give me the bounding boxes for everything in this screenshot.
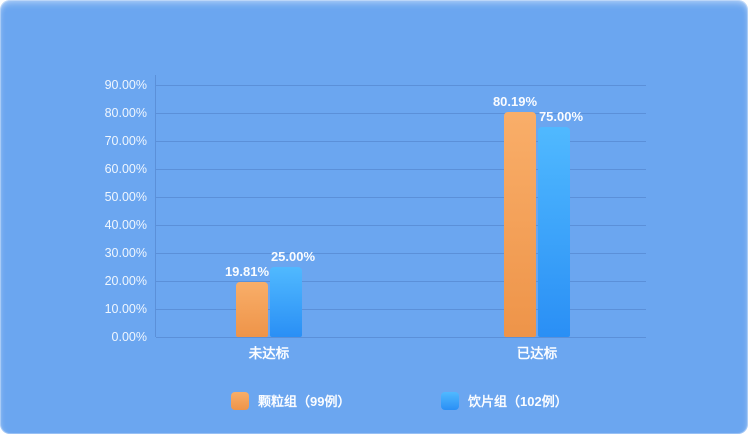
gridline	[156, 141, 646, 142]
gridline	[156, 337, 646, 338]
gridline	[156, 169, 646, 170]
gridline	[156, 85, 646, 86]
y-tick-label: 90.00%	[104, 78, 147, 92]
bar-value-label: 19.81%	[224, 263, 270, 279]
bar-decoction-0[interactable]	[270, 267, 302, 337]
y-tick-label: 70.00%	[104, 134, 147, 148]
legend-item-decoction-group[interactable]: 饮片组（102例）	[441, 391, 568, 410]
gridline	[156, 309, 646, 310]
gridline	[156, 113, 646, 114]
legend-label-decoction: 饮片组（102例）	[468, 394, 568, 409]
bar-value-label: 75.00%	[538, 109, 584, 124]
bar-decoction-1[interactable]	[538, 127, 570, 337]
y-tick-label: 30.00%	[104, 246, 147, 260]
gridline	[156, 253, 646, 254]
plot-area: 90.00% 80.00% 70.00% 60.00% 50.00% 40.00% 30.0…	[105, 75, 646, 361]
category-label: 未达标	[248, 346, 290, 361]
bar-value-label: 25.00%	[270, 249, 316, 264]
y-tick-label: 0.00%	[111, 330, 147, 344]
legend-label-granule: 颗粒组（99例）	[258, 394, 351, 409]
y-tick-label: 80.00%	[104, 106, 147, 120]
bar-granule-0[interactable]	[236, 281, 268, 337]
y-tick-label: 60.00%	[104, 162, 147, 176]
y-tick-label: 20.00%	[104, 274, 147, 288]
y-tick-label: 50.00%	[104, 190, 147, 204]
y-tick-label: 10.00%	[104, 302, 147, 316]
bar-granule-1[interactable]	[504, 112, 536, 337]
legend-item-granule-group[interactable]: 颗粒组（99例）	[231, 391, 350, 410]
y-tick-label: 40.00%	[104, 218, 147, 232]
legend-swatch-granule	[231, 391, 249, 410]
legend-swatch-decoction	[441, 391, 459, 410]
gridline	[156, 197, 646, 198]
gridline	[156, 281, 646, 282]
category-label: 已达标	[516, 346, 558, 361]
gridline	[156, 225, 646, 226]
bar-value-label: 80.19%	[492, 94, 538, 110]
